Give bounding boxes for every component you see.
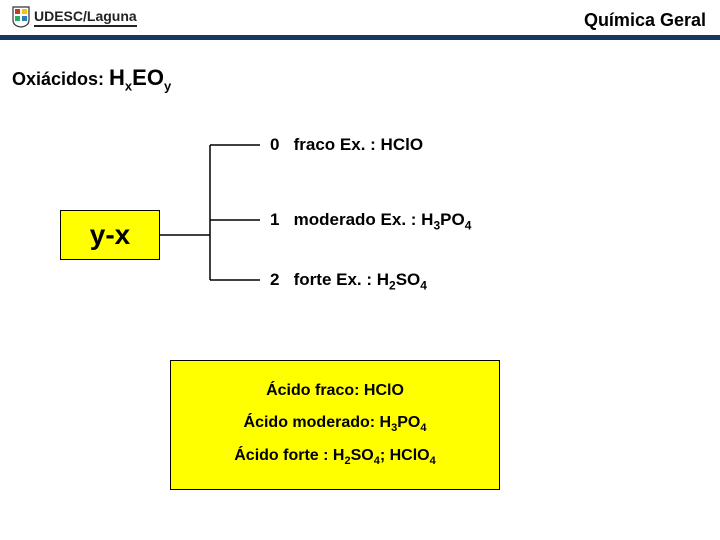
summary-line: Ácido forte : H2SO4; HClO4 — [234, 447, 436, 467]
summary-line: Ácido moderado: H3PO4 — [244, 414, 427, 434]
rule-label-2: 2 forte Ex. : H2SO4 — [270, 270, 427, 292]
summary-box: Ácido fraco: HClO Ácido moderado: H3PO4 … — [170, 360, 500, 490]
rule-label-0: 0 fraco Ex. : HClO — [270, 135, 423, 155]
rule-label-1: 1 moderado Ex. : H3PO4 — [270, 210, 471, 232]
summary-line: Ácido fraco: HClO — [266, 382, 404, 400]
